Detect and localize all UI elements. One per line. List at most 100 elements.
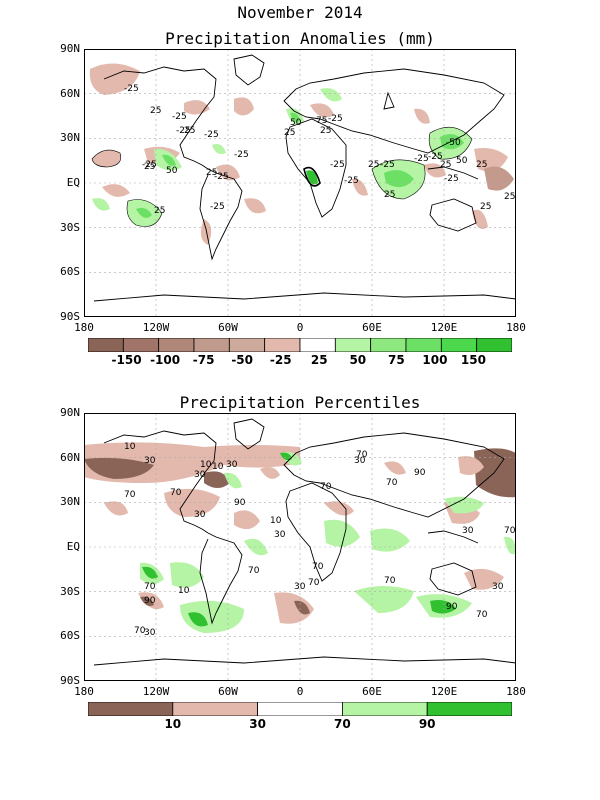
contour-label: -25 — [172, 112, 187, 122]
colorbar-swatch — [88, 702, 174, 716]
contour-label: -25 — [344, 176, 359, 186]
lat-label-30s: 30S — [60, 585, 80, 598]
contour-label: -25 — [204, 130, 219, 140]
contour-label: 25 — [150, 106, 161, 116]
panel1-title: Precipitation Anomalies (mm) — [165, 29, 435, 48]
contour-label: 70 — [170, 488, 182, 498]
colorbar-tick-label: 75 — [388, 353, 405, 367]
colorbar-swatch — [158, 338, 195, 352]
colorbar-tick-label: -75 — [192, 353, 215, 367]
colorbar-swatch — [299, 338, 336, 352]
colorbar-tick-label: -50 — [231, 353, 254, 367]
lon-label-180e: 180 — [506, 321, 526, 334]
contour-label: -25 — [428, 152, 443, 162]
lat-label-eq: EQ — [66, 540, 80, 553]
contour-label: -25 — [328, 114, 343, 124]
contour-label: 10 — [270, 516, 282, 526]
panel2-title: Precipitation Percentiles — [179, 393, 421, 412]
contour-label: -25 — [214, 172, 229, 182]
colorbar-tick-label: 70 — [334, 717, 351, 731]
contour-label: 30 — [492, 582, 504, 592]
lon-label-180w: 180 — [74, 321, 94, 334]
colorbar-swatch — [88, 338, 124, 352]
lon-label-180e: 180 — [506, 685, 526, 698]
lon-label-120w: 120W — [142, 321, 170, 334]
contour-label: 25 — [154, 206, 165, 216]
contour-label: 70 — [504, 526, 516, 536]
contour-label: -25 — [330, 160, 345, 170]
contour-label: 30 — [462, 526, 474, 536]
colorbar-swatch — [476, 338, 512, 352]
colorbar-swatch — [228, 338, 266, 352]
lat-label-30s: 30S — [60, 221, 80, 234]
lat-label-60s: 60S — [60, 265, 80, 278]
contour-label: 10 — [212, 462, 224, 472]
contour-label: 70 — [386, 478, 398, 488]
colorbar-swatch — [172, 702, 259, 716]
lon-label-60e: 60E — [362, 321, 382, 334]
contour-label: 70 — [124, 490, 136, 500]
contour-label: -25 — [444, 174, 459, 184]
contour-label: 70 — [384, 576, 396, 586]
lat-label-60n: 60N — [60, 87, 80, 100]
percentile-shading — [84, 442, 516, 681]
lat-label-60n: 60N — [60, 451, 80, 464]
lon-label-180w: 180 — [74, 685, 94, 698]
colorbar-swatch — [334, 338, 372, 352]
colorbar-swatch — [264, 338, 301, 352]
lon-label-120e: 120E — [430, 685, 458, 698]
colorbar-swatch — [440, 338, 478, 352]
lon-label-0: 0 — [296, 685, 304, 698]
contour-label: 30 — [194, 470, 206, 480]
colorbar-swatch — [193, 338, 230, 352]
contour-label: 30 — [226, 460, 238, 470]
percentile-colorbar — [88, 702, 512, 716]
contour-label: 70 — [308, 578, 320, 588]
anomaly-shading — [89, 63, 514, 245]
contour-label: 30 — [194, 510, 206, 520]
colorbar-tick-label: -100 — [150, 353, 181, 367]
lon-label-60e: 60E — [362, 685, 382, 698]
contour-label: -25 — [210, 202, 225, 212]
colorbar-tick-label: 10 — [164, 717, 182, 731]
colorbar-tick-label: 100 — [422, 353, 448, 367]
contour-label: 25 — [320, 126, 331, 136]
contour-label: 90 — [144, 596, 156, 606]
lat-label-90n: 90N — [60, 406, 80, 419]
panel1-frame — [84, 49, 516, 317]
colorbar-tick-label: 90 — [418, 717, 436, 731]
contour-label: 70 — [248, 566, 260, 576]
contour-label: -25 — [142, 160, 157, 170]
colorbar-swatch — [257, 702, 343, 716]
lon-label-60w: 60W — [218, 685, 238, 698]
contour-label: 70 — [312, 562, 324, 572]
contour-label: -25 — [124, 84, 139, 94]
contour-label: 50 — [290, 118, 302, 128]
colorbar-tick-label: -25 — [269, 353, 292, 367]
lon-label-120e: 120E — [430, 321, 458, 334]
contour-label: -25 — [176, 126, 191, 136]
contour-label: 70 — [134, 626, 146, 636]
contour-label: 30 — [274, 530, 286, 540]
contour-label: 25 — [184, 126, 195, 136]
contour-label: 10 — [200, 460, 212, 470]
map-gridlines — [84, 413, 516, 681]
contour-label: 30 — [354, 456, 366, 466]
lat-label-60s: 60S — [60, 629, 80, 642]
contour-label: 70 — [144, 582, 156, 592]
contour-label: 70 — [476, 610, 488, 620]
contour-label: 50 — [166, 166, 178, 176]
contour-label: 25 — [476, 160, 487, 170]
contour-label: 30 — [294, 582, 306, 592]
contour-label: 90 — [414, 468, 426, 478]
contour-label: -25 — [414, 154, 429, 164]
contour-label: 25 — [206, 168, 217, 178]
lat-label-eq: EQ — [66, 176, 80, 189]
lon-label-0: 0 — [296, 321, 304, 334]
coastlines — [93, 418, 516, 666]
lat-label-30n: 30N — [60, 495, 80, 508]
contour-label: 10 — [124, 442, 136, 452]
